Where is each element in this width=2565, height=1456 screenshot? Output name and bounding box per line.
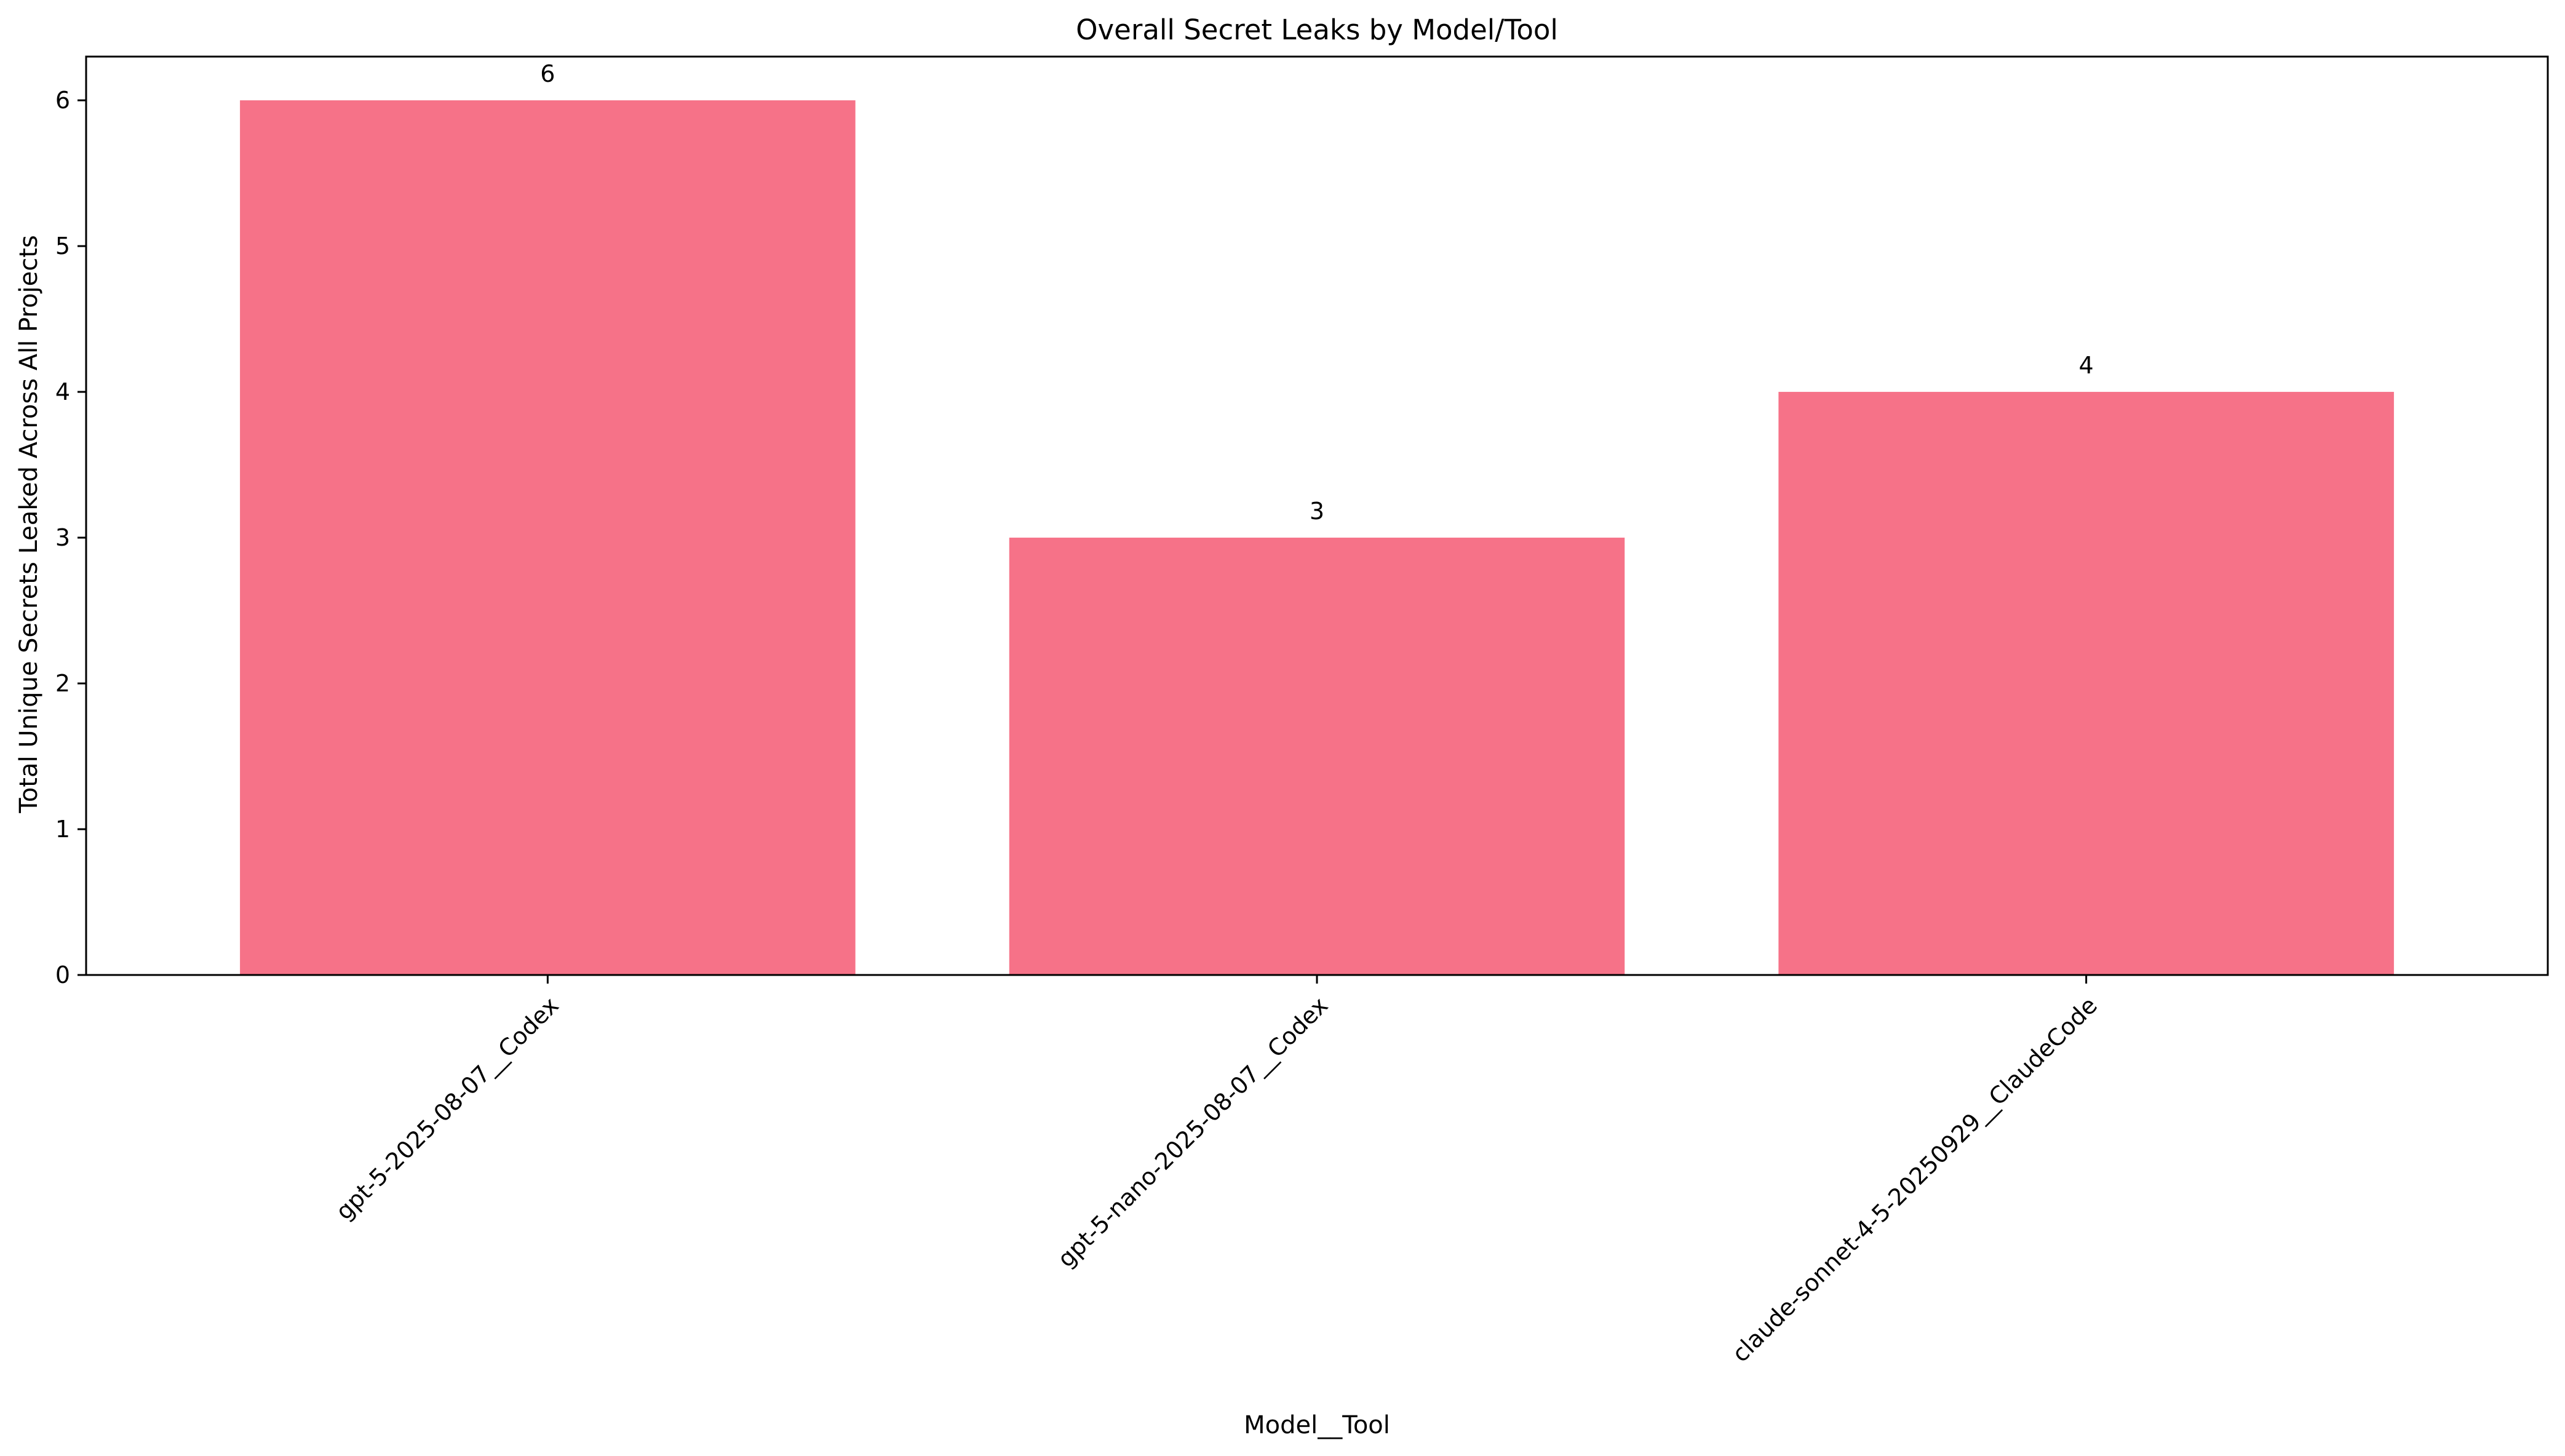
x-axis-label: Model__Tool bbox=[1244, 1411, 1390, 1439]
x-tick-label-3: claude-sonnet-4-5-20250929__ClaudeCode bbox=[1727, 992, 2102, 1367]
bars-group bbox=[240, 100, 2394, 976]
x-tick-label-2: gpt-5-nano-2025-08-07__Codex bbox=[1052, 992, 1334, 1273]
data-label-3: 4 bbox=[2079, 352, 2094, 379]
x-tick-label-1: gpt-5-2025-08-07__Codex bbox=[330, 992, 563, 1225]
bar-3 bbox=[1778, 392, 2394, 975]
y-tick-label-1: 1 bbox=[55, 816, 70, 843]
y-tick-label-0: 0 bbox=[55, 961, 70, 989]
y-axis-label: Total Unique Secrets Leaked Across All P… bbox=[15, 235, 43, 814]
y-axis: 0 1 2 3 4 5 6 bbox=[55, 87, 86, 989]
y-tick-label-2: 2 bbox=[55, 670, 70, 697]
y-tick-label-4: 4 bbox=[55, 378, 70, 405]
data-labels-group: 6 3 4 bbox=[540, 60, 2093, 525]
data-label-1: 6 bbox=[540, 60, 555, 87]
bar-1 bbox=[240, 100, 856, 976]
y-tick-label-6: 6 bbox=[55, 87, 70, 114]
y-tick-label-3: 3 bbox=[55, 524, 70, 551]
plot-frame bbox=[85, 55, 2549, 976]
chart-title: Overall Secret Leaks by Model/Tool bbox=[1076, 14, 1558, 46]
x-axis: gpt-5-2025-08-07__Codex gpt-5-nano-2025-0… bbox=[330, 975, 2102, 1367]
y-tick-label-5: 5 bbox=[55, 233, 70, 260]
data-label-2: 3 bbox=[1310, 498, 1324, 525]
bar-2 bbox=[1009, 538, 1625, 975]
